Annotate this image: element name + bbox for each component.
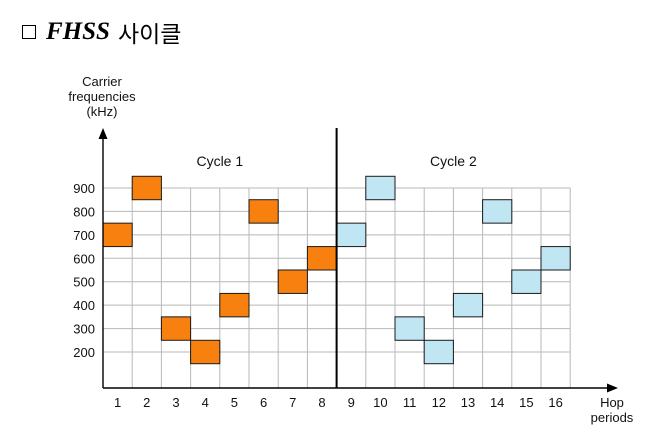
title-rest: 사이클 <box>117 22 182 48</box>
hop-box-cycle1-period-8 <box>306 246 338 271</box>
hop-box-cycle2-period-13 <box>452 292 484 318</box>
x-tick-label: 11 <box>403 395 417 410</box>
x-tick-label: 10 <box>373 395 387 410</box>
hop-box-cycle2-period-11 <box>394 316 425 341</box>
hop-box-cycle2-period-16 <box>540 246 571 271</box>
y-axis-label: (kHz) <box>86 104 117 119</box>
y-tick-label: 300 <box>73 322 95 337</box>
hop-box-cycle1-period-4 <box>190 339 221 365</box>
y-axis-label: frequencies <box>68 89 136 104</box>
y-tick-label: 600 <box>73 251 95 266</box>
title-term: FHSS <box>46 18 110 45</box>
slide-title: FHSS 사이클 <box>8 14 181 50</box>
hop-box-cycle1-period-7 <box>277 269 308 294</box>
cycle-label-1: Cycle 1 <box>196 153 243 169</box>
y-axis-label: Carrier <box>82 74 122 89</box>
y-axis-arrow-icon <box>98 128 108 139</box>
hop-box-cycle2-period-10 <box>365 175 396 201</box>
x-tick-label: 9 <box>348 395 355 410</box>
y-tick-label: 900 <box>73 181 95 196</box>
y-tick-label: 700 <box>73 228 95 243</box>
hop-box-cycle1-period-5 <box>219 292 250 318</box>
y-tick-label: 500 <box>73 275 95 290</box>
x-tick-label: 7 <box>289 395 296 410</box>
y-tick-label: 400 <box>73 298 95 313</box>
hop-box-cycle2-period-12 <box>423 339 454 365</box>
y-tick-label: 800 <box>73 204 95 219</box>
x-axis-label: periods <box>591 410 634 425</box>
x-tick-label: 12 <box>432 395 446 410</box>
x-axis-arrow-icon <box>607 383 618 393</box>
hop-box-cycle2-period-14 <box>482 199 513 224</box>
hop-box-cycle2-period-9 <box>336 222 367 248</box>
x-tick-label: 4 <box>202 395 209 410</box>
hop-box-cycle1-period-6 <box>248 199 279 224</box>
cycle-label-2: Cycle 2 <box>430 153 477 169</box>
x-tick-label: 6 <box>260 395 267 410</box>
x-tick-label: 5 <box>231 395 238 410</box>
x-tick-label: 14 <box>490 395 504 410</box>
x-tick-label: 1 <box>114 395 121 410</box>
x-tick-label: 15 <box>519 395 533 410</box>
y-tick-label: 200 <box>73 345 95 360</box>
x-axis-label: Hop <box>600 395 624 410</box>
x-tick-label: 8 <box>318 395 325 410</box>
hop-box-cycle1-period-3 <box>160 316 192 341</box>
hop-box-cycle1-period-2 <box>131 175 162 201</box>
hop-box-cycle2-period-15 <box>511 269 542 294</box>
checkbox-bullet-icon <box>22 25 36 39</box>
x-tick-label: 2 <box>143 395 150 410</box>
hop-box-cycle1-period-1 <box>102 222 133 248</box>
x-tick-label: 16 <box>548 395 562 410</box>
x-tick-label: 3 <box>172 395 179 410</box>
x-tick-label: 13 <box>461 395 475 410</box>
